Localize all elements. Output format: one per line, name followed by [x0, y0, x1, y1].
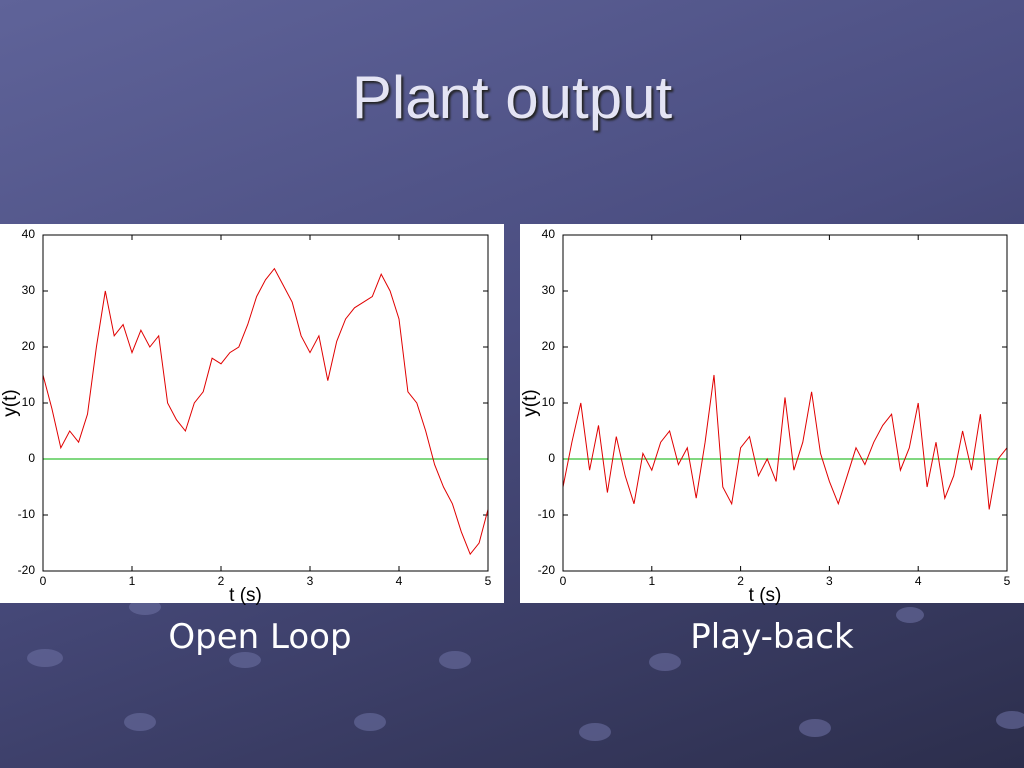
y-tick-label: 0: [28, 451, 35, 465]
data-line: [562, 374, 1008, 510]
chart: -20 -10 0 10 20 30 40 0 1 2 3 4 5 t (s) y(t): [0, 224, 504, 606]
y-tick-label: 30: [542, 283, 556, 297]
y-tick-label: 0: [548, 451, 555, 465]
chart: -20 -10 0 10 20 30 40 0 1 2 3 4 5 t (s) y(t): [520, 224, 1024, 606]
caption: Open Loop: [168, 617, 351, 657]
y-axis-label: y(t): [520, 389, 541, 416]
chart-background: [520, 224, 1024, 603]
x-tick-label: 1: [648, 574, 655, 588]
x-tick-label: 4: [915, 574, 922, 588]
caption: Play-back: [690, 617, 854, 657]
x-tick-label: 5: [485, 574, 492, 588]
y-tick-label: 10: [22, 395, 36, 409]
data-line: [42, 267, 489, 556]
y-tick-label: -10: [18, 507, 36, 521]
x-tick-label: 3: [826, 574, 833, 588]
x-tick-label: 0: [560, 574, 567, 588]
y-tick-label: 30: [22, 283, 36, 297]
y-tick-label: 40: [22, 227, 36, 241]
x-tick-label: 2: [737, 574, 744, 588]
x-tick-label: 2: [218, 574, 225, 588]
y-tick-label: 20: [542, 339, 556, 353]
y-tick-label: -20: [18, 563, 36, 577]
x-axis-label: t (s): [749, 585, 782, 606]
slide-title: Plant output: [352, 64, 673, 131]
y-tick-label: -10: [538, 507, 556, 521]
y-tick-label: 20: [22, 339, 36, 353]
x-tick-label: 1: [129, 574, 136, 588]
plot-frame: [562, 234, 1008, 572]
x-tick-label: 4: [396, 574, 403, 588]
chart-background: [0, 224, 504, 603]
x-tick-label: 0: [40, 574, 47, 588]
x-axis-label: t (s): [229, 585, 262, 606]
x-tick-label: 3: [307, 574, 314, 588]
decoration: [27, 599, 1024, 741]
y-tick-label: 40: [542, 227, 556, 241]
plot-frame: [42, 234, 489, 572]
y-tick-label: -20: [538, 563, 556, 577]
y-axis-label: y(t): [0, 389, 21, 416]
y-tick-label: 10: [542, 395, 556, 409]
x-tick-label: 5: [1004, 574, 1011, 588]
